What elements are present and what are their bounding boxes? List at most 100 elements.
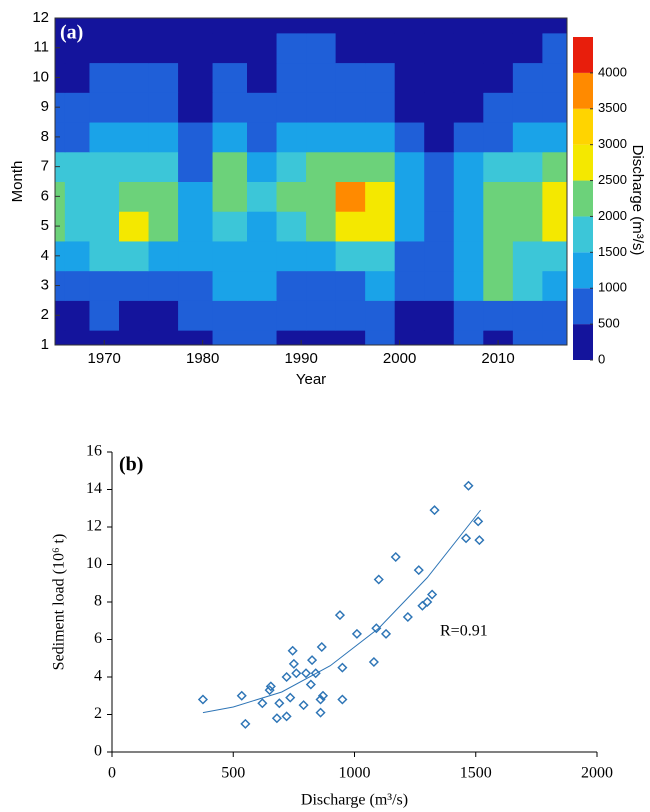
contour-cell — [148, 211, 179, 242]
contour-cell — [453, 211, 484, 242]
heatmap — [55, 18, 567, 345]
data-point — [390, 551, 401, 563]
colorbar-tick-label: 500 — [598, 316, 620, 331]
y-tick-label: 8 — [94, 593, 102, 610]
contour-cell — [365, 270, 396, 301]
colorbar-tick-label: 1000 — [598, 280, 627, 295]
y-tick-label: 12 — [32, 9, 49, 26]
contour-cell — [276, 240, 307, 272]
colorbar-band — [573, 37, 593, 73]
data-point — [287, 645, 298, 656]
contour-cell — [335, 211, 366, 242]
contour-cell — [55, 92, 66, 123]
contour-cell — [276, 181, 307, 212]
annotation: R=0.91 — [440, 623, 488, 640]
x-tick-label: 2000 — [383, 350, 416, 367]
contour-cell — [365, 122, 396, 153]
data-point — [380, 628, 392, 639]
contour-cell — [55, 181, 66, 212]
contour-cell — [55, 270, 66, 301]
contour-cell — [306, 92, 337, 123]
contour-cell — [178, 151, 214, 182]
contour-cell — [148, 330, 179, 345]
contour-cell — [542, 122, 567, 153]
contour-cell — [178, 211, 214, 242]
contour-cell — [512, 181, 543, 212]
y-tick-label: 0 — [94, 743, 102, 760]
y-tick-label: 1 — [41, 336, 49, 353]
colorbar-band — [573, 108, 593, 145]
contour-cell — [394, 122, 425, 153]
contour-cell — [424, 181, 455, 212]
contour-cell — [365, 330, 396, 345]
colorbar-tick-label: 1500 — [598, 244, 627, 259]
axes — [111, 452, 597, 753]
y-tick-label: 12 — [86, 518, 102, 535]
contour-cell — [148, 151, 179, 182]
contour-cell — [64, 18, 90, 34]
contour-cell — [55, 151, 66, 182]
data-point — [305, 679, 316, 690]
contour-cell — [394, 330, 425, 345]
x-tick-label: 1000 — [339, 765, 371, 782]
contour-cell — [394, 240, 425, 272]
contour-cell — [148, 240, 179, 272]
contour-cell — [212, 62, 248, 93]
plot-frame — [54, 17, 568, 346]
contour-cell — [148, 122, 179, 153]
data-point — [473, 516, 484, 527]
data-point — [265, 681, 276, 692]
contour-cell — [453, 18, 484, 34]
contour-cell — [306, 122, 337, 153]
contour-cell — [119, 240, 150, 272]
y-tick-label: 2 — [94, 705, 102, 722]
panel-label: (b) — [119, 454, 143, 476]
colorbar-band — [573, 216, 593, 253]
contour-cell — [512, 62, 543, 93]
contour-cell — [178, 181, 214, 212]
contour-cell — [365, 211, 396, 242]
data-point — [422, 596, 433, 608]
contour-cell — [335, 92, 366, 123]
contour-cell — [55, 240, 66, 272]
y-tick-label: 6 — [41, 187, 49, 204]
contour-cell — [483, 32, 514, 64]
contour-cell — [89, 92, 120, 123]
data-point — [373, 574, 384, 585]
contour-cell — [212, 330, 248, 345]
contour-cell — [212, 181, 248, 212]
contour-cell — [178, 270, 214, 301]
x-tick-label: 1500 — [460, 765, 492, 782]
contour-cell — [89, 330, 120, 345]
data-point — [316, 641, 327, 653]
contour-cell — [276, 151, 307, 182]
contour-cell — [64, 181, 90, 212]
contour-cell — [212, 300, 248, 331]
contour-cell — [424, 240, 455, 272]
contour-cell — [335, 151, 366, 182]
contour-cell — [306, 181, 337, 212]
contour-cell — [64, 122, 90, 153]
contour-cell — [119, 211, 150, 242]
contour-cell — [148, 62, 179, 93]
data-point — [300, 668, 312, 679]
contour-cell — [512, 270, 543, 301]
contour-cell — [424, 18, 455, 34]
contour-cell — [394, 211, 425, 242]
contour-cell — [512, 92, 543, 123]
contour-cell — [483, 211, 514, 242]
contour-cell — [365, 92, 396, 123]
x-tick-label: 2010 — [481, 350, 514, 367]
contour-cell — [276, 18, 307, 34]
contour-cell — [276, 92, 307, 123]
contour-cell — [64, 92, 90, 123]
contour-cell — [64, 240, 90, 272]
contour-cell — [247, 270, 278, 301]
contour-cell — [483, 270, 514, 301]
y-tick-label: 16 — [86, 443, 102, 460]
contour-cell — [119, 92, 150, 123]
contour-cell — [119, 330, 150, 345]
contour-cell — [394, 62, 425, 93]
colorbar-tick-label: 3500 — [598, 100, 627, 115]
